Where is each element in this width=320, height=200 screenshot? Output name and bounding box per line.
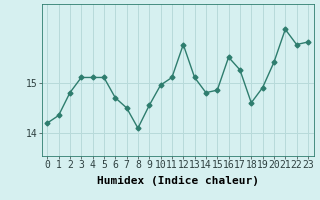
X-axis label: Humidex (Indice chaleur): Humidex (Indice chaleur) — [97, 176, 259, 186]
